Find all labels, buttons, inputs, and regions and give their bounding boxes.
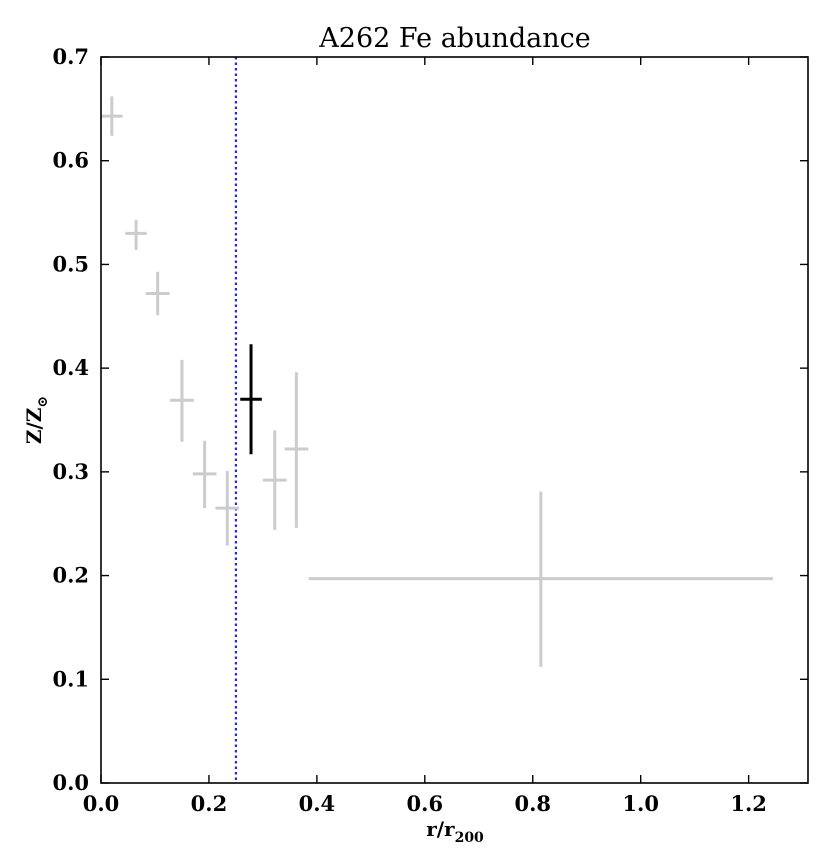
x-axis-label-base: r/r <box>426 817 455 841</box>
y-tick-label: 0.7 <box>52 44 89 69</box>
data-point <box>170 359 194 442</box>
plot-frame <box>100 56 809 784</box>
data-point <box>308 491 773 667</box>
x-axis-label: r/r200 <box>426 817 484 846</box>
chart-title: A262 Fe abundance <box>318 23 590 54</box>
y-axis-label-subscript: ⊙ <box>35 396 51 408</box>
data-point <box>240 344 262 455</box>
y-axis-label: Z/Z⊙ <box>22 396 51 444</box>
y-tick-label: 0.4 <box>52 355 89 380</box>
data-point <box>192 440 217 509</box>
x-tick-label: 1.0 <box>622 791 659 816</box>
plot-area <box>101 57 773 783</box>
y-tick-label: 0.6 <box>52 148 89 173</box>
data-point <box>125 219 147 250</box>
x-tick-label: 0.2 <box>191 791 228 816</box>
x-tick-label: 0.0 <box>83 791 120 816</box>
axis-ticks: 0.0 0.2 0.4 0.6 0.8 1.0 1.2 0.0 0.1 0.2 0.3 0.4 0.5 0… <box>52 44 808 816</box>
x-tick-label: 1.2 <box>730 791 767 816</box>
data-point <box>101 96 123 136</box>
y-tick-label: 0.0 <box>52 770 89 795</box>
data-point <box>284 372 309 528</box>
data-point <box>262 430 287 530</box>
y-axis-label-base: Z/Z <box>22 408 46 445</box>
x-axis-label-subscript: 200 <box>455 830 484 846</box>
x-tick-label: 0.4 <box>299 791 336 816</box>
data-point <box>215 470 240 546</box>
x-tick-label: 0.6 <box>407 791 444 816</box>
y-tick-label: 0.3 <box>52 459 89 484</box>
data-point <box>145 271 170 316</box>
x-tick-label: 0.8 <box>514 791 551 816</box>
y-tick-label: 0.5 <box>52 251 89 276</box>
y-tick-label: 0.2 <box>52 563 89 588</box>
y-tick-label: 0.1 <box>52 666 89 691</box>
